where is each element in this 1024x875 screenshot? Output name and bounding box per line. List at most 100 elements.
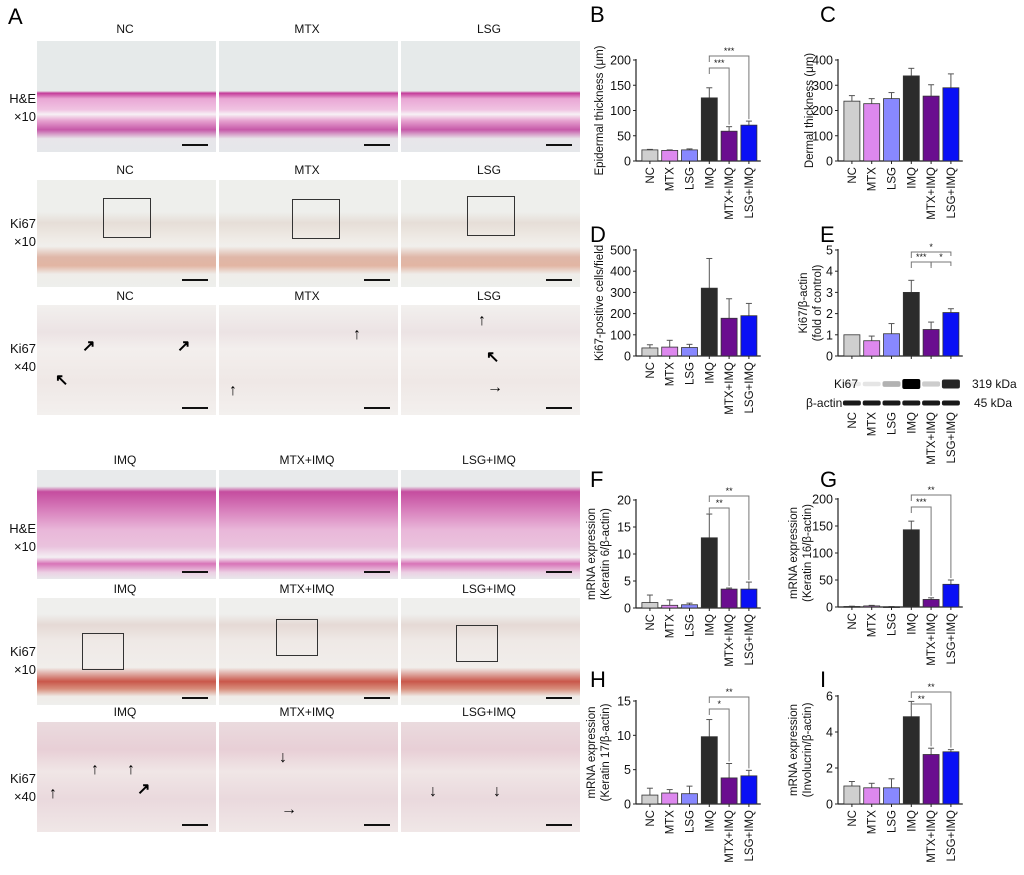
arrow-icon: ↑: [127, 761, 135, 778]
row-label-line: Ki67: [9, 341, 36, 356]
y-tick-label: 0: [624, 798, 631, 812]
y-axis-label: mRNA expression: [788, 507, 800, 599]
x-tick-label: IMQ: [906, 412, 918, 434]
x-tick-label: LSG+IMQ: [744, 167, 756, 219]
bar-imq: [700, 97, 718, 162]
bar-lsg-imq: [942, 312, 960, 357]
bar-lsg: [681, 793, 698, 805]
x-tick-label: MTX: [665, 614, 677, 639]
y-tick-label: 100: [812, 547, 833, 561]
x-tick-label: LSG: [887, 810, 899, 833]
arrow-icon: ↓: [493, 783, 501, 800]
micrograph-image: [401, 470, 580, 579]
bar-nc: [641, 149, 659, 162]
row-label-line: Ki67: [9, 771, 36, 786]
x-tick-label: NC: [645, 614, 657, 631]
arrow-icon: ↑: [353, 326, 361, 343]
bar-lsg: [883, 787, 900, 805]
blot-band: [941, 379, 960, 389]
micrograph-image: [219, 470, 398, 579]
x-tick-label: LSG+IMQ: [946, 167, 958, 219]
blot-band: [902, 379, 921, 389]
micrograph-image: [37, 180, 216, 287]
x-tick-label: MTX+IMQ: [926, 613, 938, 666]
row-label-ki67-40: Ki67 ×40: [0, 340, 36, 376]
x-tick-label: LSG+IMQ: [946, 412, 958, 464]
micrograph-image: [401, 180, 580, 287]
significance-label: **: [918, 694, 926, 704]
micrograph-image: [37, 470, 216, 579]
y-tick-label: 0: [826, 155, 833, 169]
panel-letter-e: E: [820, 222, 835, 247]
x-tick-label: MTX: [867, 613, 879, 638]
x-tick-label: MTX: [665, 362, 677, 387]
blot-band: [941, 400, 960, 406]
scale-bar: [182, 571, 208, 573]
y-tick-label: 5: [826, 244, 833, 258]
bar-imq: [902, 529, 920, 608]
arrow-icon: ↓: [279, 749, 287, 766]
arrow-icon: ↖: [55, 372, 69, 389]
x-tick-label: LSG+IMQ: [744, 362, 756, 414]
panel-letter-a: A: [8, 4, 23, 29]
significance-label: **: [928, 485, 936, 495]
row-label-line: ×40: [13, 789, 36, 804]
y-tick-label: 0: [826, 798, 833, 812]
y-axis-label: mRNA expression: [586, 706, 598, 798]
x-tick-label: NC: [847, 613, 859, 630]
significance-bracket: [910, 506, 932, 596]
scale-bar: [546, 279, 572, 281]
blot-band: [842, 400, 861, 406]
x-tick-label: MTX+IMQ: [724, 167, 736, 220]
x-tick-label: IMQ: [704, 362, 716, 384]
significance-label: ***: [916, 252, 927, 262]
column-title: NC: [116, 289, 134, 303]
scale-bar: [546, 824, 572, 826]
y-tick-label: 200: [610, 54, 631, 68]
significance-label: ***: [724, 46, 735, 56]
column-title: LSG: [476, 22, 501, 36]
row-label-ki67-40-imq: Ki67 ×40: [0, 770, 36, 806]
scale-bar: [182, 824, 208, 826]
y-tick-label: 4: [826, 265, 833, 279]
y-tick-label: 20: [617, 494, 631, 508]
x-tick-label: MTX: [867, 412, 879, 437]
y-tick-label: 3: [826, 286, 833, 300]
y-tick-label: 150: [812, 520, 833, 534]
blot-band: [902, 400, 921, 406]
bar-nc: [843, 334, 861, 357]
y-tick-label: 4: [826, 726, 833, 740]
y-tick-label: 400: [610, 265, 631, 279]
column-title: MTX+IMQ: [279, 582, 335, 596]
scale-bar: [182, 279, 208, 281]
bar-nc: [843, 100, 861, 162]
x-tick-label: MTX+IMQ: [724, 362, 736, 415]
scale-bar: [546, 571, 572, 573]
x-tick-label: IMQ: [906, 613, 918, 635]
arrow-icon: →: [281, 801, 297, 818]
bar-mtx-imq: [720, 588, 738, 609]
blot-band: [922, 400, 941, 406]
x-tick-label: IMQ: [704, 167, 716, 189]
y-axis-label: mRNA expression: [788, 704, 800, 796]
arrow-icon: ↑: [91, 761, 99, 778]
column-title: LSG: [476, 163, 501, 177]
y-axis-label: (fold of control): [812, 264, 824, 341]
bar-mtx: [863, 340, 881, 357]
column-title: MTX: [294, 22, 320, 36]
y-tick-label: 200: [812, 104, 833, 118]
significance-bracket: [708, 696, 750, 769]
zoom-region-box: [276, 619, 318, 656]
x-tick-label: LSG: [685, 810, 697, 833]
y-axis-label: Dermal thickness (μm): [804, 53, 816, 168]
x-tick-label: MTX+IMQ: [926, 412, 938, 465]
scale-bar: [364, 279, 390, 281]
row-label-he-10-imq: H&E ×10: [0, 520, 36, 556]
zoom-region-box: [456, 625, 498, 662]
y-axis-label: (Keratin 16/β-actin): [802, 504, 814, 602]
row-label-line: ×10: [13, 662, 36, 677]
bar-mtx-imq: [922, 599, 940, 608]
bar-imq: [902, 75, 920, 162]
micrograph-image: ↓ ↓: [401, 722, 580, 832]
